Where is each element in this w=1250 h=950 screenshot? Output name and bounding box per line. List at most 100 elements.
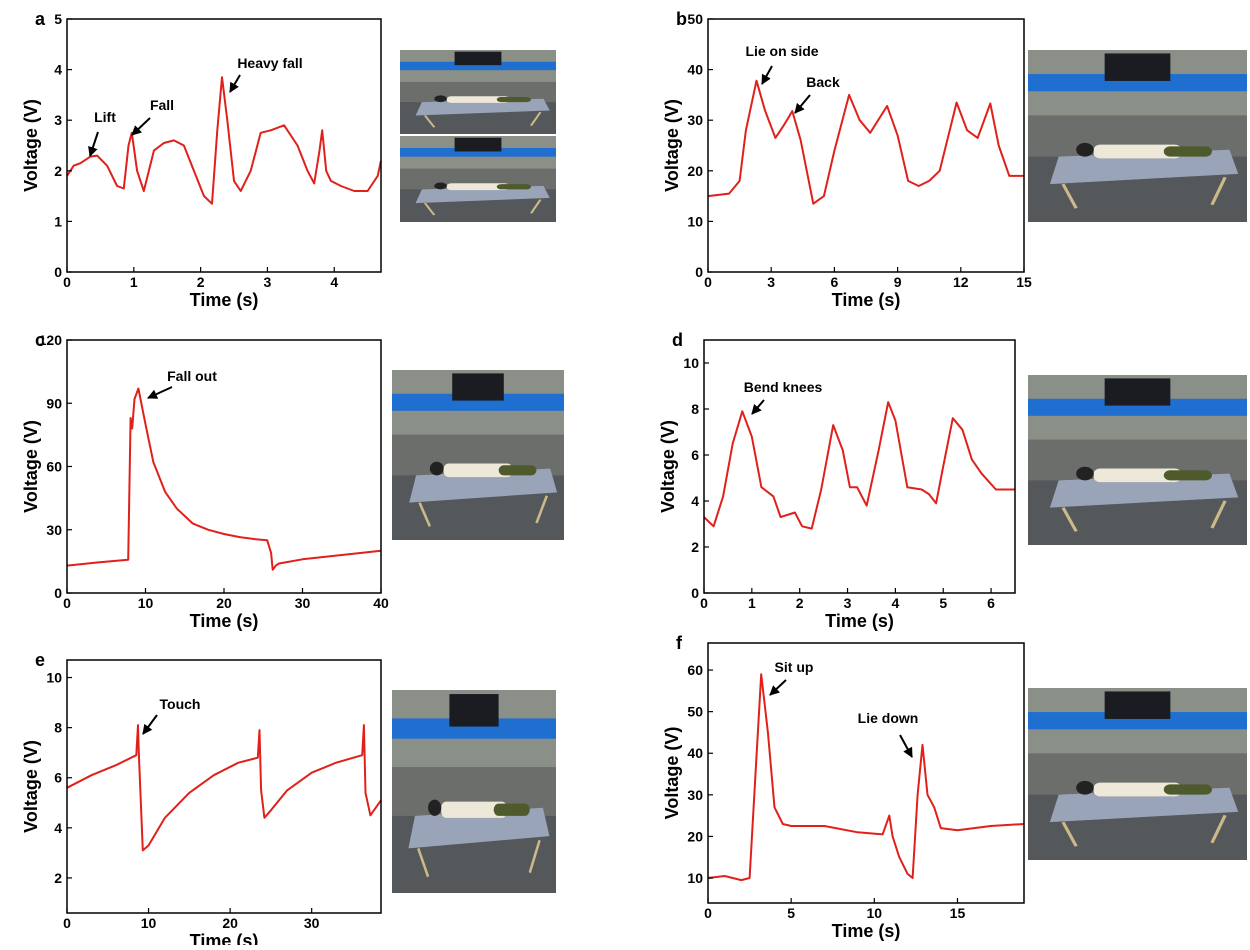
y-axis-label: Voltage (V) [21,420,41,513]
y-tick-label: 10 [687,213,703,229]
plot-frame [66,659,382,914]
y-tick-label: 10 [687,870,703,886]
panel-label: b [676,9,687,29]
photo [390,688,558,895]
x-tick-label: 3 [264,274,272,290]
panel-label: d [672,330,683,350]
x-tick-label: 4 [330,274,338,290]
annotation: Lie down [858,710,919,726]
photo [398,48,558,136]
x-tick-label: 0 [63,595,71,611]
x-tick-label: 20 [222,915,238,931]
x-tick-label: 9 [894,274,902,290]
x-tick-label: 2 [796,595,804,611]
y-axis-label: Voltage (V) [21,99,41,192]
y-tick-label: 20 [687,163,703,179]
y-axis-label: Voltage (V) [21,740,41,833]
y-tick-label: 6 [54,770,62,786]
x-tick-label: 30 [304,915,320,931]
y-tick-label: 40 [687,62,703,78]
y-tick-label: 10 [683,355,699,371]
annotation: Lie on side [745,43,818,59]
annotation-arrow [761,65,773,85]
annotation: Bend knees [744,379,823,395]
panel-label: f [676,633,683,653]
y-axis-label: Voltage (V) [662,99,682,192]
x-tick-label: 40 [373,595,389,611]
annotation: Heavy fall [237,55,302,71]
y-tick-label: 30 [46,522,62,538]
y-tick-label: 20 [687,828,703,844]
x-tick-label: 15 [1016,274,1032,290]
x-tick-label: 0 [63,915,71,931]
annotation-arrow [147,386,173,399]
annotation: Back [806,74,840,90]
y-tick-label: 1 [54,213,62,229]
photo [1026,686,1249,862]
y-tick-label: 40 [687,745,703,761]
data-line [703,401,1015,530]
x-tick-label: 10 [138,595,154,611]
x-tick-label: 0 [63,274,71,290]
x-tick-label: 20 [216,595,232,611]
annotation: Fall [150,97,174,113]
x-axis-label: Time (s) [832,290,901,310]
x-axis-label: Time (s) [832,921,901,941]
x-tick-label: 30 [295,595,311,611]
x-tick-label: 5 [939,595,947,611]
x-tick-label: 1 [130,274,138,290]
annotation-arrow [88,131,99,157]
y-tick-label: 5 [54,11,62,27]
annotation: Touch [160,696,201,712]
x-tick-label: 6 [831,274,839,290]
x-tick-label: 3 [767,274,775,290]
panel-label: c [35,330,45,350]
annotation: Fall out [167,368,217,384]
y-tick-label: 3 [54,112,62,128]
y-tick-label: 0 [54,264,62,280]
x-tick-label: 5 [787,905,795,921]
x-tick-label: 3 [844,595,852,611]
y-tick-label: 2 [691,539,699,555]
y-tick-label: 8 [54,720,62,736]
annotation: Sit up [775,659,814,675]
annotation: Lift [94,109,116,125]
y-tick-label: 2 [54,870,62,886]
x-tick-label: 2 [197,274,205,290]
x-tick-label: 10 [141,915,157,931]
data-line [707,79,1024,205]
panel-label: a [35,9,46,29]
x-tick-label: 1 [748,595,756,611]
y-tick-label: 10 [46,670,62,686]
y-tick-label: 0 [695,264,703,280]
y-axis-label: Voltage (V) [658,420,678,513]
y-tick-label: 4 [54,62,62,78]
x-axis-label: Time (s) [190,611,259,631]
x-tick-label: 0 [704,905,712,921]
y-tick-label: 4 [691,493,699,509]
y-tick-label: 50 [687,11,703,27]
annotation-arrow [751,399,765,415]
y-tick-label: 0 [691,585,699,601]
x-tick-label: 10 [867,905,883,921]
x-tick-label: 15 [950,905,966,921]
x-tick-label: 0 [704,274,712,290]
y-tick-label: 60 [46,459,62,475]
x-tick-label: 12 [953,274,969,290]
x-tick-label: 6 [987,595,995,611]
data-line [707,673,1025,882]
x-tick-label: 4 [891,595,899,611]
plot-frame [66,18,382,273]
data-line [66,724,382,852]
y-tick-label: 8 [691,401,699,417]
photo [1026,48,1249,224]
y-tick-label: 2 [54,163,62,179]
y-tick-label: 30 [687,112,703,128]
annotation-arrow [769,679,787,696]
plot-frame [707,642,1025,904]
photo [390,368,566,542]
y-tick-label: 30 [687,787,703,803]
annotation-arrow [794,94,811,114]
annotation-arrow [142,714,158,735]
annotation-arrow [899,734,913,758]
